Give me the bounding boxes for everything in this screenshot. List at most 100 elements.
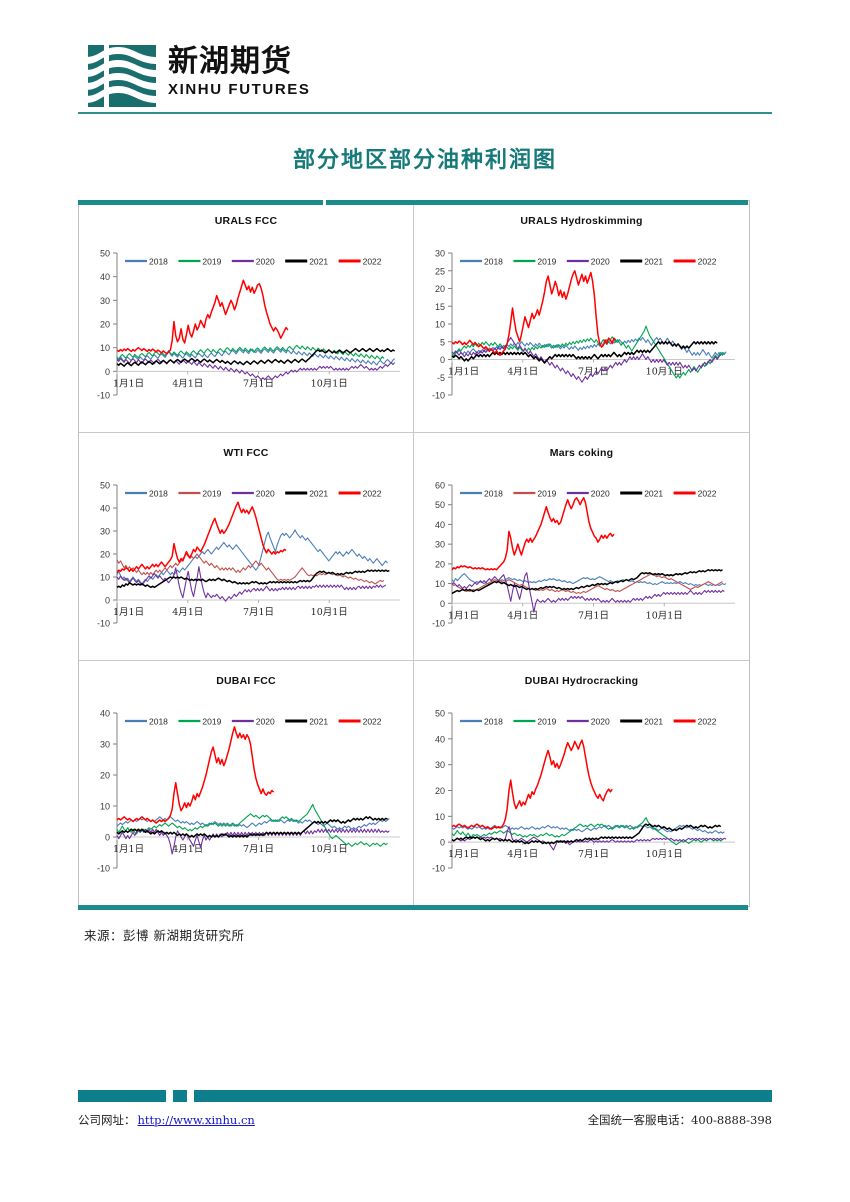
svg-text:0: 0: [440, 355, 445, 365]
svg-text:10月1日: 10月1日: [311, 607, 348, 618]
svg-text:7月1日: 7月1日: [243, 607, 274, 618]
footer-website-link[interactable]: http://www.xinhu.cn: [137, 1113, 255, 1127]
series-line-2022: [451, 739, 613, 830]
svg-text:-10: -10: [97, 619, 110, 629]
series-line-2020: [451, 572, 725, 613]
series-line-2018: [451, 573, 727, 587]
svg-text:60: 60: [435, 481, 445, 491]
series-line-2022: [451, 497, 615, 571]
chart-cell-mars-coking: Mars coking -10 0 10 20 30 40 50 60 1月1日 4月1日 7月1日 1…: [414, 433, 749, 661]
legend-label-2022: 2022: [698, 257, 717, 267]
footer-website: 公司网址： http://www.xinhu.cn: [78, 1112, 255, 1128]
svg-text:30: 30: [100, 296, 110, 306]
legend-label-2020: 2020: [591, 489, 610, 499]
series-line-2018: [116, 529, 388, 585]
xinhu-wave-logo-icon: [88, 45, 156, 107]
svg-text:4月1日: 4月1日: [507, 849, 538, 860]
svg-text:30: 30: [435, 249, 445, 259]
legend-label-2022: 2022: [363, 717, 382, 727]
svg-text:30: 30: [435, 760, 445, 770]
chart-cell-dubai-hydrocracking: DUBAI Hydrocracking -10 0 10 20 30 40 50 1月1日 4月1…: [414, 661, 749, 906]
chart-title-urals-hydroskimming: URALS Hydroskimming: [520, 215, 643, 227]
legend-label-2022: 2022: [363, 257, 382, 267]
svg-text:1月1日: 1月1日: [448, 849, 479, 860]
svg-text:20: 20: [100, 550, 110, 560]
svg-text:1月1日: 1月1日: [113, 844, 144, 855]
svg-text:20: 20: [100, 320, 110, 330]
svg-text:1月1日: 1月1日: [448, 610, 479, 621]
legend-label-2018: 2018: [484, 257, 503, 267]
svg-text:15: 15: [435, 302, 445, 312]
chart-cell-urals-hydroskimming: URALS Hydroskimming -10 -5 0 5 10 15 20 25 30 1月1日…: [414, 201, 749, 433]
series-line-2022: [116, 726, 275, 824]
svg-text:0: 0: [440, 599, 445, 609]
svg-text:1月1日: 1月1日: [113, 378, 144, 389]
series-line-2021: [116, 569, 390, 589]
legend-label-2019: 2019: [202, 489, 221, 499]
legend-label-2018: 2018: [484, 489, 503, 499]
series-line-2021: [116, 816, 388, 838]
svg-text:40: 40: [100, 272, 110, 282]
series-line-2021: [451, 569, 723, 595]
svg-text:0: 0: [440, 838, 445, 848]
legend-label-2019: 2019: [202, 257, 221, 267]
legend-label-2022: 2022: [698, 717, 717, 727]
svg-text:1月1日: 1月1日: [448, 367, 479, 378]
logo-chinese-name: 新湖期货: [168, 44, 292, 79]
page-header: 新湖期货 XINHU FUTURES: [0, 0, 850, 120]
svg-text:40: 40: [435, 734, 445, 744]
svg-text:50: 50: [100, 481, 110, 491]
logo-english-name: XINHU FUTURES: [168, 81, 311, 98]
series-line-2020: [451, 336, 722, 383]
svg-text:30: 30: [100, 527, 110, 537]
svg-text:7月1日: 7月1日: [243, 378, 274, 389]
svg-text:10: 10: [435, 320, 445, 330]
chart-title-dubai-hydrocracking: DUBAI Hydrocracking: [524, 675, 639, 687]
svg-text:-5: -5: [437, 373, 445, 383]
svg-text:7月1日: 7月1日: [578, 367, 609, 378]
series-line-2019: [451, 817, 723, 846]
svg-text:0: 0: [105, 596, 110, 606]
svg-text:-10: -10: [432, 391, 445, 401]
svg-text:4月1日: 4月1日: [507, 367, 538, 378]
svg-text:20: 20: [435, 559, 445, 569]
chart-cell-dubai-fcc: DUBAI FCC -10 0 10 20 30 40 1月1日 4月1日 7月1日 10月1日 20…: [79, 661, 414, 906]
chart-title-dubai-fcc: DUBAI FCC: [216, 675, 276, 687]
legend-label-2020: 2020: [591, 717, 610, 727]
svg-text:10月1日: 10月1日: [311, 378, 348, 389]
legend-label-2018: 2018: [149, 257, 168, 267]
chart-title-mars-coking: Mars coking: [549, 447, 614, 459]
svg-text:50: 50: [435, 500, 445, 510]
series-line-2021: [451, 341, 718, 364]
svg-text:-10: -10: [97, 391, 110, 401]
chart-title-wti-fcc: WTI FCC: [223, 447, 269, 459]
svg-text:-10: -10: [432, 864, 445, 874]
legend-label-2020: 2020: [591, 257, 610, 267]
svg-text:4月1日: 4月1日: [172, 844, 203, 855]
footer-hotline: 全国统一客服电话：400-8888-398: [587, 1113, 772, 1127]
svg-text:10: 10: [100, 573, 110, 583]
legend-label-2019: 2019: [537, 717, 556, 727]
chart-canvas-mars-coking: -10 0 10 20 30 40 50 60 1月1日 4月1日 7月1日 10月1日 2018 201…: [432, 481, 735, 629]
legend-label-2021: 2021: [644, 489, 663, 499]
svg-text:10: 10: [100, 343, 110, 353]
legend-label-2021: 2021: [309, 717, 328, 727]
legend-label-2021: 2021: [644, 717, 663, 727]
legend-label-2020: 2020: [256, 489, 275, 499]
svg-text:0: 0: [105, 367, 110, 377]
svg-text:4月1日: 4月1日: [172, 607, 203, 618]
legend-label-2019: 2019: [537, 257, 556, 267]
legend-label-2020: 2020: [256, 257, 275, 267]
svg-text:10: 10: [435, 579, 445, 589]
svg-text:50: 50: [435, 709, 445, 719]
chart-cell-urals-fcc: URALS FCC -10 0 10 20 30 40 50 1月1日 4月1日 7月1日 10月1日…: [79, 201, 414, 433]
chart-canvas-dubai-fcc: -10 0 10 20 30 40 1月1日 4月1日 7月1日 10月1日 2018 2019 202…: [97, 709, 400, 874]
legend-label-2019: 2019: [537, 489, 556, 499]
legend-label-2022: 2022: [363, 489, 382, 499]
legend-label-2021: 2021: [644, 257, 663, 267]
legend-label-2022: 2022: [698, 489, 717, 499]
svg-text:30: 30: [435, 540, 445, 550]
footer: 公司网址： http://www.xinhu.cn 全国统一客服电话：400-8…: [78, 1112, 772, 1128]
chart-title-urals-fcc: URALS FCC: [214, 215, 278, 227]
